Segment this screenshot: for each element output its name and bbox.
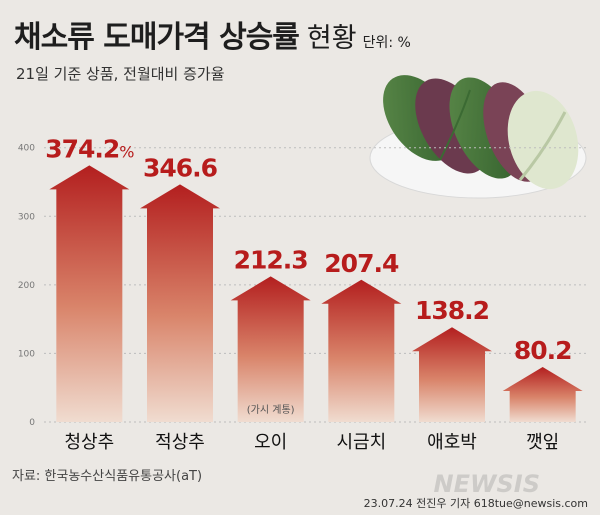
bar-arrow [49,165,130,423]
bar-arrow [321,279,402,422]
chart-subtitle: 21일 기준 상품, 전월대비 증가율 [16,65,225,83]
y-tick-label: 400 [18,144,35,154]
data-label-unit: % [119,142,134,161]
category-label: 깻잎 [526,432,559,453]
chart-title: 채소류 도매가격 상승률 [14,20,300,55]
category-label: 시금치 [336,432,386,453]
category-label: 청상추 [64,432,114,453]
data-label: 374.2% [45,134,134,163]
category-label: 애호박 [427,432,477,453]
bar-arrow [502,367,583,422]
bar-arrow [140,184,220,422]
category-label: 오이 [254,432,287,453]
data-label: 207.4 [324,249,399,278]
bar-arrow [230,276,311,422]
y-tick-label: 100 [18,349,35,359]
chart-title-accent: 현황 [306,23,357,54]
title-block: 채소류 도매가격 상승률 현황 단위: % [14,12,411,56]
data-label: 138.2 [415,296,489,325]
y-tick-label: 0 [29,418,35,428]
bar-arrow [412,327,492,422]
source-note: 자료: 한국농수산식품유통공사(aT) [12,469,203,484]
watermark-logo: NEWSIS [433,470,540,498]
y-tick-label: 300 [18,212,35,222]
unit-label: 단위: % [362,35,411,51]
credit-line: 23.07.24 전진우 기자 618tue@newsis.com [363,497,588,510]
data-label: 212.3 [234,245,308,274]
category-label: 적상추 [155,432,205,453]
y-tick-label: 200 [18,281,35,291]
cabbage-leaves-illustration [369,75,587,199]
data-label: 80.2 [514,336,572,365]
data-label: 346.6 [143,153,218,182]
bar-note: (가시 계통) [247,404,295,416]
